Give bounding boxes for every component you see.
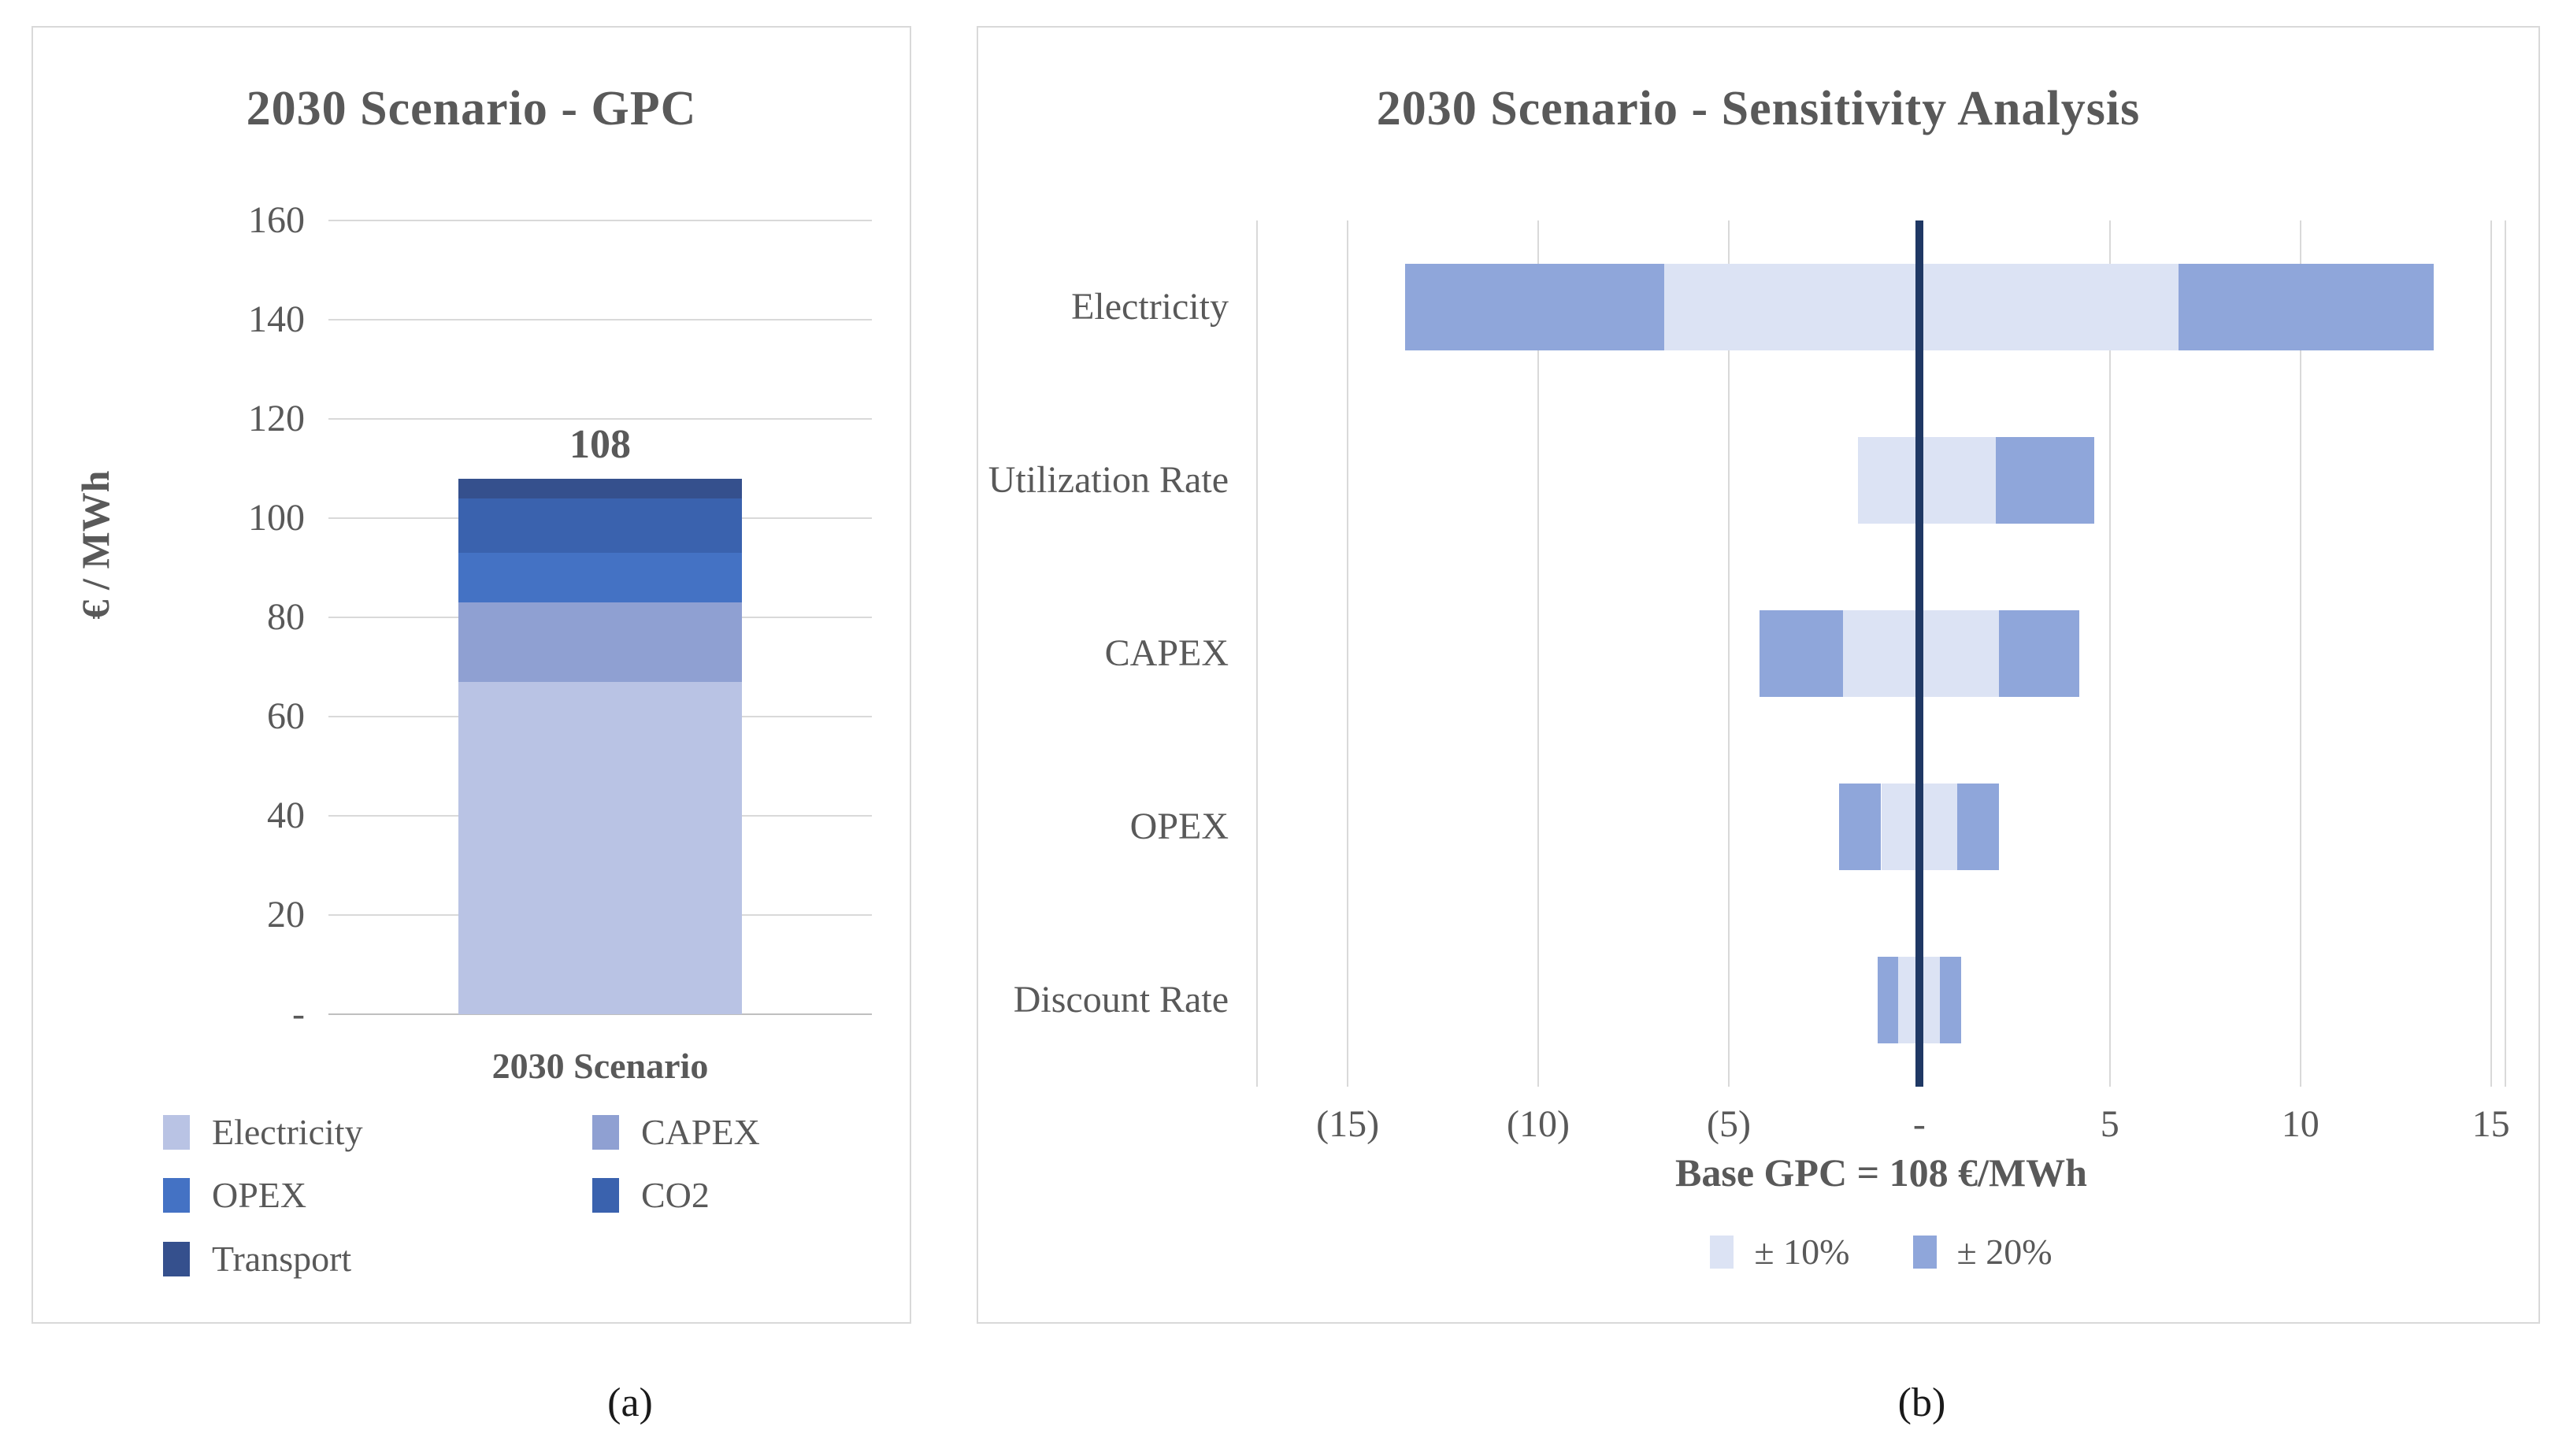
gpc-y-tick-label: 100 bbox=[248, 497, 305, 539]
sensitivity-row-label-capex: CAPEX bbox=[1104, 632, 1229, 674]
sensitivity-row-label-electricity: Electricity bbox=[1071, 286, 1229, 328]
gpc-y-tick-label: 40 bbox=[267, 795, 305, 836]
gpc-bar-segment-opex bbox=[458, 553, 742, 603]
sensitivity-bar-pm20-capex bbox=[1759, 610, 1844, 697]
sensitivity-row-label-opex: OPEX bbox=[1129, 806, 1229, 847]
gpc-legend-item-electricity: Electricity bbox=[163, 1111, 363, 1153]
gpc-y-tick-label: - bbox=[292, 993, 305, 1035]
gpc-chart-title: 2030 Scenario - GPC bbox=[246, 82, 697, 135]
gpc-gridline bbox=[328, 418, 872, 420]
sensitivity-gridline bbox=[1537, 220, 1540, 1087]
gpc-legend-swatch-electricity bbox=[163, 1114, 190, 1150]
sensitivity-bar-pm20-opex bbox=[1839, 784, 1882, 870]
gpc-legend-item-transport: Transport bbox=[163, 1238, 351, 1280]
sensitivity-row-label-utilization-rate: Utilization Rate bbox=[988, 459, 1229, 501]
sensitivity-gridline bbox=[2108, 220, 2111, 1087]
gpc-legend-item-capex: CAPEX bbox=[592, 1111, 760, 1153]
sensitivity-row-label-discount-rate: Discount Rate bbox=[1013, 979, 1229, 1021]
gpc-chart-panel: 2030 Scenario - GPC € / MWh 160 140 120 100… bbox=[32, 26, 911, 1324]
sensitivity-bar-pm20-opex bbox=[1957, 784, 2000, 870]
sensitivity-plot-area: (15) (10) (5) - 5 10 15 Electricity Utilization … bbox=[988, 220, 2510, 1145]
sensitivity-x-tick-label: (15) bbox=[1316, 1103, 1380, 1145]
gpc-legend-swatch-co2 bbox=[592, 1177, 619, 1213]
sensitivity-gridline bbox=[2299, 220, 2301, 1087]
sensitivity-legend-swatch-20 bbox=[1912, 1235, 1937, 1269]
gpc-y-tick-label: 140 bbox=[248, 298, 305, 340]
sensitivity-legend-swatch-10 bbox=[1710, 1235, 1734, 1269]
sensitivity-x-tick-label: (10) bbox=[1507, 1103, 1570, 1145]
gpc-bar-segment-transport bbox=[458, 478, 742, 498]
sensitivity-x-tick-label: (5) bbox=[1706, 1103, 1751, 1145]
gpc-y-tick-label: 80 bbox=[267, 596, 305, 638]
gpc-legend-label-co2: CO2 bbox=[641, 1175, 710, 1215]
sensitivity-x-tick-label: 10 bbox=[2281, 1103, 2320, 1145]
sensitivity-plot-right-border bbox=[2505, 220, 2506, 1087]
sensitivity-x-tick-label: 5 bbox=[2100, 1103, 2119, 1145]
caption-a: (a) bbox=[607, 1380, 653, 1425]
gpc-legend-item-co2: CO2 bbox=[592, 1174, 710, 1216]
sensitivity-bar-pm20-utilization-rate bbox=[1995, 437, 2095, 524]
sensitivity-bar-pm20-discount-rate bbox=[1877, 957, 1899, 1043]
sensitivity-legend-label-20: ± 20% bbox=[1956, 1232, 2053, 1272]
caption-b: (b) bbox=[1897, 1380, 1946, 1425]
gpc-legend-item-opex: OPEX bbox=[163, 1174, 306, 1216]
gpc-gridline bbox=[328, 319, 872, 320]
gpc-legend-label-electricity: Electricity bbox=[212, 1112, 363, 1152]
gpc-total-data-label: 108 bbox=[569, 422, 631, 467]
sensitivity-bar-pm20-capex bbox=[1999, 610, 2080, 697]
sensitivity-gridline bbox=[2490, 220, 2492, 1087]
sensitivity-chart-panel: 2030 Scenario - Sensitivity Analysis (15… bbox=[977, 26, 2540, 1324]
sensitivity-bar-pm20-discount-rate bbox=[1940, 957, 1962, 1043]
sensitivity-bar-pm10-utilization-rate bbox=[1858, 437, 1996, 524]
gpc-y-tick-label: 20 bbox=[267, 894, 305, 935]
gpc-legend-swatch-opex bbox=[163, 1177, 190, 1213]
sensitivity-legend-item-20: ± 20% bbox=[1912, 1231, 2053, 1273]
gpc-y-tick-label: 160 bbox=[248, 199, 305, 241]
gpc-plot-area: 160 140 120 100 80 60 40 20 - bbox=[248, 199, 872, 1035]
sensitivity-x-tick-label: 15 bbox=[2472, 1103, 2510, 1145]
sensitivity-gridline bbox=[1347, 220, 1349, 1087]
gpc-legend-label-capex: CAPEX bbox=[641, 1112, 760, 1152]
sensitivity-bar-pm20-electricity bbox=[1404, 264, 1664, 350]
sensitivity-legend-item-10: ± 10% bbox=[1710, 1231, 1850, 1273]
gpc-legend-swatch-capex bbox=[592, 1114, 619, 1150]
sensitivity-plot-left-border bbox=[1256, 220, 1258, 1087]
sensitivity-legend-label-10: ± 10% bbox=[1754, 1232, 1850, 1272]
gpc-y-tick-label: 60 bbox=[267, 695, 305, 737]
sensitivity-x-tick-label: - bbox=[1912, 1103, 1926, 1145]
gpc-category-label: 2030 Scenario bbox=[491, 1046, 709, 1086]
sensitivity-baseline bbox=[1915, 220, 1923, 1087]
gpc-bar-segment-capex bbox=[458, 602, 742, 682]
gpc-gridline bbox=[328, 220, 872, 221]
sensitivity-gridline bbox=[1727, 220, 1730, 1087]
gpc-y-axis-title: € / MWh bbox=[73, 470, 117, 620]
gpc-gridline bbox=[328, 1013, 872, 1015]
sensitivity-chart-title: 2030 Scenario - Sensitivity Analysis bbox=[1376, 82, 2141, 135]
sensitivity-legend: ± 10% ± 20% bbox=[1256, 1231, 2506, 1273]
gpc-bar-segment-electricity bbox=[458, 681, 742, 1014]
gpc-legend-label-transport: Transport bbox=[212, 1239, 352, 1279]
gpc-y-tick-label: 120 bbox=[248, 398, 305, 439]
sensitivity-x-axis-title: Base GPC = 108 €/MWh bbox=[1675, 1150, 2087, 1195]
gpc-legend-label-opex: OPEX bbox=[212, 1175, 307, 1215]
sensitivity-bar-pm20-electricity bbox=[2178, 264, 2434, 350]
gpc-bar-segment-co2 bbox=[458, 498, 742, 554]
gpc-legend-swatch-transport bbox=[163, 1241, 190, 1276]
